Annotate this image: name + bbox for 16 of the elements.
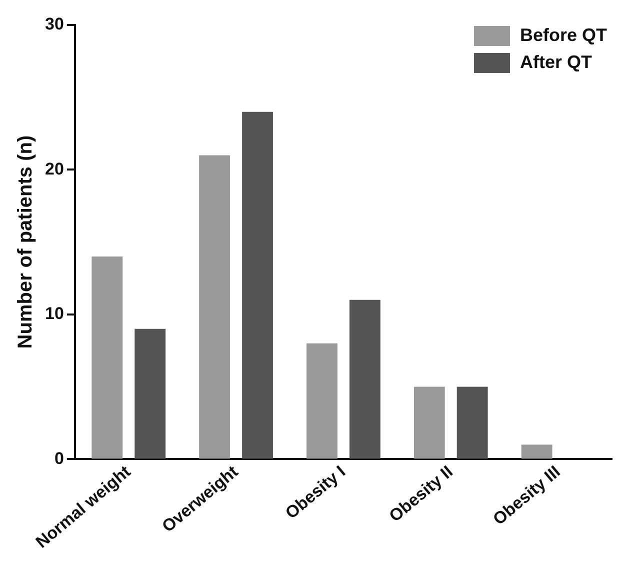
bar [456,386,488,459]
bar [242,112,273,459]
bar [199,155,230,459]
bar [414,386,445,459]
legend-label: Before QT [520,25,608,46]
bar [134,328,166,459]
bar [306,343,338,459]
bar [349,300,380,459]
y-tick-label: 0 [54,448,64,468]
bar [92,256,123,459]
y-tick-label: 20 [44,159,64,178]
y-tick-label: 30 [44,14,64,34]
bar [521,444,552,459]
legend-label: After QT [520,52,592,73]
y-axis-title: Number of patients (n) [14,135,37,349]
y-tick-label: 10 [44,304,64,324]
